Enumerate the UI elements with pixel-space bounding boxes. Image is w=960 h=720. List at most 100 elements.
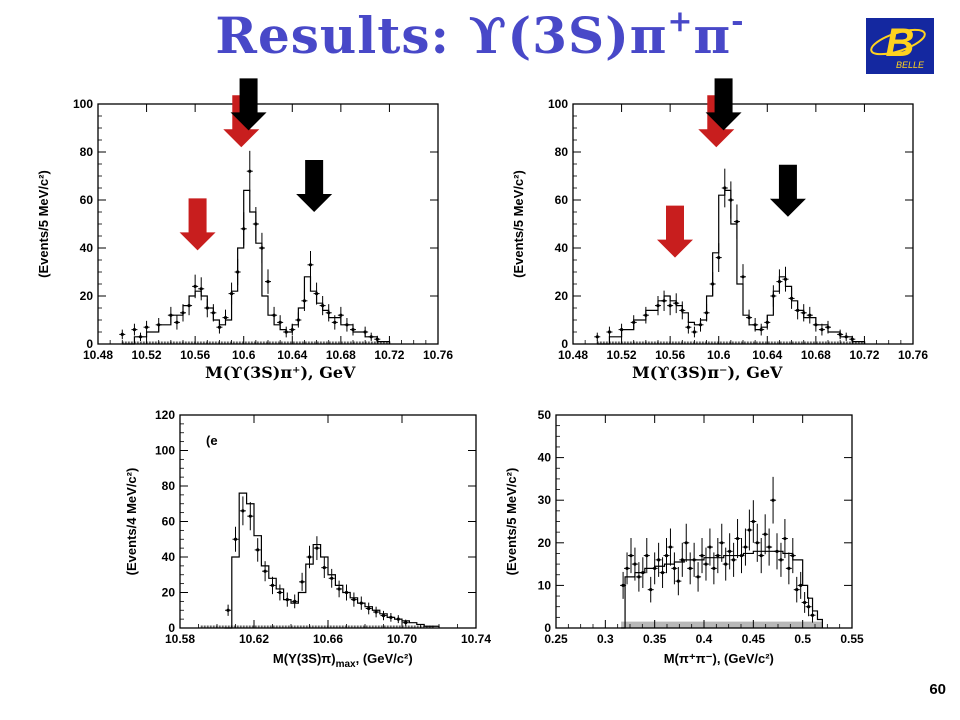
bottom-right-data-point-marker: [728, 549, 732, 553]
bottom-right-ytick-label: 10: [538, 578, 552, 592]
top-left-ytick-label: 40: [80, 241, 94, 255]
top-left-data-point-marker: [296, 318, 300, 322]
top-left-data-point-marker: [351, 328, 355, 332]
bottom-left-data-point-marker: [241, 509, 245, 513]
bottom-left-data-point-marker: [359, 601, 363, 605]
bottom-right-data-point-marker: [680, 558, 684, 562]
top-left-data-point-marker: [199, 287, 203, 291]
top-left-xtick-label: 10.68: [326, 348, 356, 362]
top-right-data-point-marker: [783, 277, 788, 281]
top-right-data-point-marker: [771, 294, 775, 298]
bottom-right-data-point-marker: [668, 545, 673, 549]
bottom-right-xtick-label: 0.3: [597, 632, 614, 646]
bottom-left-data-point-marker: [330, 576, 334, 580]
top-left-data-point-marker: [175, 320, 179, 324]
top-left-ytick-label: 0: [86, 337, 93, 351]
top-right-data-point-marker: [674, 301, 678, 305]
bottom-right-ytick-label: 20: [538, 536, 552, 550]
bottom-left-data-point-marker: [337, 587, 341, 591]
top-left-xtick-label: 10.52: [132, 348, 162, 362]
top-right-xtick-label: 10.64: [752, 348, 782, 362]
top-left-data-point-marker: [248, 169, 252, 173]
logo-text: BELLE: [896, 60, 925, 70]
top-left-data-point-marker: [345, 323, 349, 327]
bottom-right-data-point-marker: [759, 553, 763, 558]
bottom-right-data-point-marker: [735, 536, 740, 541]
bottom-right-data-point-marker: [700, 553, 704, 558]
bottom-right-data-point-marker: [751, 519, 755, 524]
bottom-right-data-point-marker: [684, 541, 688, 545]
top-right-data-point-marker: [692, 330, 697, 334]
top-left-data-point-marker: [217, 325, 222, 329]
bottom-right-data-point-marker: [755, 541, 759, 545]
bottom-right-data-point-marker: [672, 566, 676, 570]
top-left-data-point-marker: [181, 311, 185, 315]
title-sup-minus: -: [731, 4, 745, 39]
top-right-data-point-marker: [741, 275, 745, 279]
bottom-left-xlabel-sub: max: [336, 659, 356, 670]
top-right-data-point-marker: [662, 299, 666, 303]
top-left-xlabel: M(ϒ(3S)π⁺), GeV: [205, 363, 356, 382]
bottom-left-data-point-marker: [344, 590, 349, 595]
top-left-data-point-marker: [254, 222, 258, 226]
top-right-xtick-label: 10.48: [558, 348, 588, 362]
bottom-left-data-point-marker: [233, 537, 238, 541]
logo-orbit: [870, 28, 926, 56]
chart-top-left: 0 20 40 60 80 100 10.48 10.52 10.56 10.6 10.64 10.6…: [36, 78, 453, 362]
top-left-data-point-marker: [205, 306, 209, 310]
bottom-right-data-point-marker: [692, 558, 696, 562]
top-left-data-point-marker: [211, 311, 215, 315]
top-left-ytick-label: 60: [80, 193, 94, 207]
top-left-data-point-marker: [272, 313, 276, 317]
bottom-left-data-point-marker: [389, 615, 393, 619]
top-right-data-point-marker: [802, 311, 806, 315]
title-pi: π: [693, 6, 732, 65]
chart-bottom-left: 0 20 40 60 80 100 120 10.58 10.62 10.66 10.70 10.74…: [124, 408, 491, 670]
bottom-left-plot-frame: [179, 414, 477, 629]
bottom-left-ytick-label: 80: [162, 479, 176, 493]
top-right-data-point-marker: [753, 323, 757, 327]
bottom-right-data-point-marker: [637, 575, 641, 579]
bottom-left-data-point-marker: [315, 546, 319, 550]
top-left-data-point-marker: [193, 284, 197, 288]
bottom-left-data-point-marker: [293, 599, 297, 603]
top-right-data-point-marker: [850, 337, 854, 341]
top-left-xtick-label: 10.64: [277, 348, 307, 362]
bottom-left-data-point-marker: [248, 514, 252, 518]
top-left-data-point-marker: [290, 328, 294, 332]
bottom-left-ytick-label: 100: [155, 444, 175, 458]
top-left-data-point-marker: [223, 316, 228, 320]
top-right-data-point-marker: [644, 313, 648, 317]
top-right-data-point-marker: [729, 198, 733, 202]
bottom-right-data-point-marker: [787, 566, 791, 570]
top-right-ytick-label: 100: [548, 97, 568, 111]
bottom-right-xtick-label: 0.25: [544, 632, 568, 646]
bottom-left-data-point-marker: [374, 610, 378, 614]
top-right-ytick-label: 0: [561, 337, 568, 351]
bottom-right-xtick-label: 0.4: [696, 632, 713, 646]
top-right-black-arrow: [769, 164, 806, 217]
bottom-right-data-point-marker: [704, 562, 708, 566]
top-right-data-point-marker: [619, 328, 624, 332]
top-right-data-point-marker: [680, 308, 684, 312]
top-left-data-point-marker: [229, 292, 234, 296]
top-left-data-point-marker: [339, 313, 343, 317]
top-left-xtick-label: 10.76: [423, 348, 453, 362]
bottom-right-xtick-label: 0.5: [794, 632, 811, 646]
top-right-xlabel: M(ϒ(3S)π⁻), GeV: [632, 363, 783, 382]
bottom-left-data-point-marker: [226, 608, 230, 612]
top-right-xtick-label: 10.6: [707, 348, 731, 362]
top-right-data-point-marker: [777, 280, 782, 284]
bottom-left-data-point-marker: [396, 617, 400, 621]
top-right-data-point-marker: [723, 186, 727, 190]
bottom-right-data-point-marker: [645, 553, 649, 558]
top-left-data-point-marker: [187, 304, 191, 308]
bottom-right-ylabel: (Events/5 MeV/c²): [504, 468, 519, 576]
bottom-left-data-point-marker: [352, 598, 356, 602]
bottom-left-ytick-label: 0: [168, 621, 175, 635]
top-left-data-point-marker: [321, 304, 325, 308]
top-right-data-point-marker: [747, 316, 751, 320]
top-right-data-point-marker: [717, 256, 721, 260]
bottom-right-data-point-marker: [795, 588, 799, 592]
top-right-data-point-marker: [711, 282, 715, 286]
